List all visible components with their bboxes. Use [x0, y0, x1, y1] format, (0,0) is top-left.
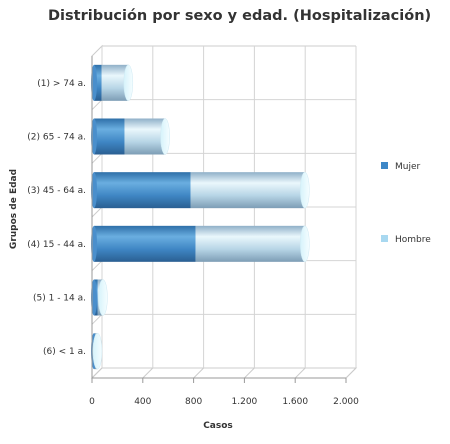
band-divider-left — [91, 152, 103, 164]
legend-label-hombre: Hombre — [395, 235, 431, 245]
band-divider-left — [91, 260, 103, 272]
bar-end-cap — [300, 225, 310, 263]
bar-mujer[interactable] — [94, 118, 125, 155]
gridline-floor — [244, 367, 255, 379]
y-tick-label: (1) > 74 a. — [37, 79, 86, 89]
gridline-floor — [345, 367, 357, 379]
x-tick-label: 1.600 — [282, 397, 308, 407]
gridline-floor — [91, 367, 103, 379]
x-axis-title: Casos — [203, 421, 233, 431]
y-tick-label: (3) 45 - 64 a. — [27, 186, 86, 196]
bar-hombre[interactable] — [190, 172, 305, 209]
legend: Mujer Hombre — [381, 162, 431, 245]
gridline-floor — [142, 367, 154, 379]
bar-end-cap — [92, 332, 103, 370]
bar-end-cap — [98, 279, 108, 316]
bar-mujer[interactable] — [94, 64, 102, 101]
band-divider-left — [91, 313, 103, 325]
bar-end-cap — [300, 171, 310, 209]
axis-ticks: 0 400 800 1.200 1.600 2.000 — [89, 56, 359, 407]
x-tick-label: 2.000 — [333, 397, 359, 407]
legend-swatch-hombre — [381, 235, 388, 242]
legend-label-mujer: Mujer — [395, 162, 421, 172]
x-tick-label: 1.200 — [232, 397, 258, 407]
x-tick-label: 0 — [89, 397, 95, 407]
bar-hombre[interactable] — [195, 225, 305, 262]
y-tick-label: (4) 15 - 44 a. — [27, 240, 86, 250]
chart-title: Distribución por sexo y edad. (Hospitali… — [48, 8, 431, 24]
bar-hombre[interactable] — [124, 118, 166, 155]
band-divider-left — [91, 99, 103, 111]
bar-end-cap — [123, 64, 134, 102]
y-tick-label: (6) < 1 a. — [43, 347, 86, 357]
x-tick-label: 800 — [185, 397, 202, 407]
bar-mujer[interactable] — [94, 225, 196, 262]
floor — [90, 367, 358, 379]
bar-end-cap — [160, 118, 170, 155]
legend-swatch-mujer — [381, 162, 388, 169]
gridline-floor — [294, 367, 306, 379]
category-labels: (1) > 74 a. (2) 65 - 74 a. (3) 45 - 64 a. (… — [27, 79, 86, 357]
band-divider-left — [91, 206, 103, 218]
y-axis-title: Grupos de Edad — [9, 169, 19, 249]
gridline-floor — [193, 367, 204, 379]
x-tick-label: 400 — [134, 397, 151, 407]
bars — [91, 64, 310, 370]
bar-mujer[interactable] — [94, 172, 191, 209]
y-tick-label: (5) 1 - 14 a. — [33, 294, 86, 304]
y-tick-label: (2) 65 - 74 a. — [27, 133, 86, 143]
